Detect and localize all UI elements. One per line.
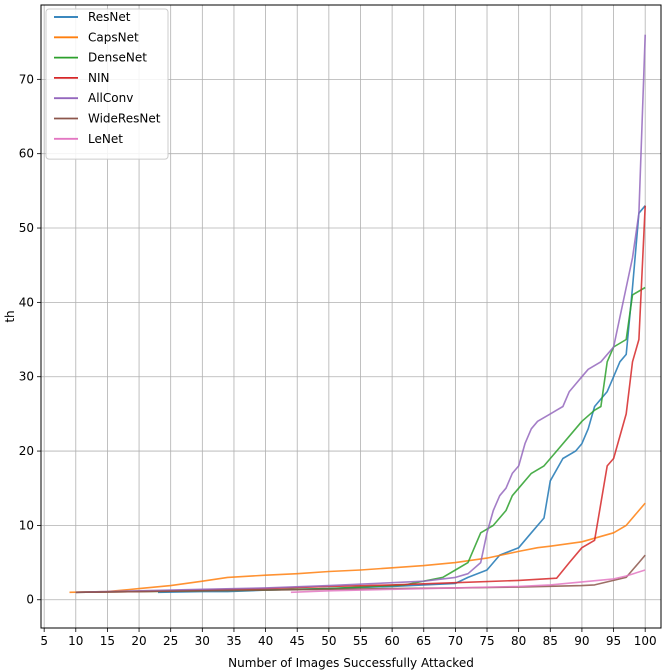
x-tick-label: 50: [321, 634, 336, 648]
x-tick-label: 5: [40, 634, 48, 648]
x-tick-label: 30: [195, 634, 210, 648]
legend-entry-wideresnet: WideResNet: [88, 112, 161, 126]
legend: ResNet CapsNet DenseNet NIN AllConv WideResNe…: [45, 8, 169, 160]
legend-entry-nin: NIN: [88, 71, 110, 85]
x-tick-label: 95: [606, 634, 621, 648]
y-tick-label: 0: [26, 593, 34, 607]
legend-entry-resnet: ResNet: [88, 10, 131, 24]
y-tick-label: 40: [19, 295, 34, 309]
x-tick-label: 75: [479, 634, 494, 648]
x-tick-label: 70: [448, 634, 463, 648]
series-line-wideresnet: [75, 554, 646, 594]
series-line-allconv: [75, 34, 646, 594]
x-tick-label: 100: [634, 634, 657, 648]
x-axis-ticks: 5 10 15 20 25 30 35 40 45 50 55 60 65 70 75 80 85 90 95 100: [40, 628, 657, 648]
series-line-lenet: [290, 569, 646, 594]
legend-entry-allconv: AllConv: [88, 91, 133, 105]
y-tick-label: 70: [19, 72, 34, 86]
x-tick-label: 65: [416, 634, 431, 648]
y-tick-label: 30: [19, 370, 34, 384]
x-tick-label: 60: [384, 634, 399, 648]
y-tick-label: 10: [19, 518, 34, 532]
x-tick-label: 15: [100, 634, 115, 648]
legend-box: [45, 8, 169, 160]
y-axis-label: th: [3, 310, 17, 322]
y-tick-label: 50: [19, 221, 34, 235]
series-line-capsnet: [69, 502, 646, 594]
y-tick-label: 20: [19, 444, 34, 458]
x-tick-label: 90: [574, 634, 589, 648]
x-axis-label: Number of Images Successfully Attacked: [228, 656, 474, 670]
y-tick-label: 60: [19, 147, 34, 161]
x-tick-label: 55: [353, 634, 368, 648]
x-tick-label: 10: [68, 634, 83, 648]
legend-entry-densenet: DenseNet: [88, 51, 147, 65]
x-tick-label: 20: [131, 634, 146, 648]
y-axis-ticks: 0 10 20 30 40 50 60 70: [19, 72, 41, 607]
x-tick-label: 45: [290, 634, 305, 648]
plot-frame: [40, 4, 662, 629]
x-tick-label: 40: [258, 634, 273, 648]
series-line-densenet: [75, 286, 646, 594]
x-tick-label: 35: [226, 634, 241, 648]
x-tick-label: 80: [511, 634, 526, 648]
legend-entry-capsnet: CapsNet: [88, 30, 139, 44]
x-tick-label: 25: [163, 634, 178, 648]
legend-entry-lenet: LeNet: [88, 132, 123, 146]
x-tick-label: 85: [543, 634, 558, 648]
series-lines: [69, 34, 646, 594]
